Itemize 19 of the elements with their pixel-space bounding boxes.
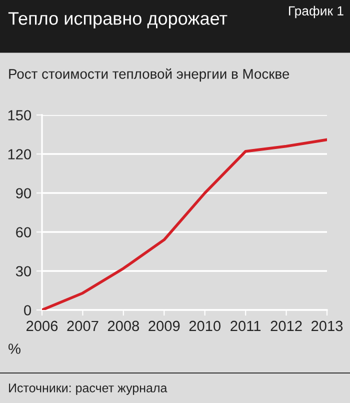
x-tick-label: 2007 [67, 320, 98, 332]
y-axis-title: % [8, 344, 20, 354]
y-tick-label: 30 [16, 266, 32, 276]
y-tick-label: 150 [8, 110, 32, 120]
x-tick-label: 2009 [148, 320, 180, 332]
text: Источники: расчет журнала [9, 384, 168, 395]
x-tick-label: 2008 [108, 320, 140, 332]
x-tick-label: 2012 [270, 320, 302, 332]
x-tick-label: 2013 [312, 320, 343, 332]
chart-subtitle: Рост стоимости тепловой энергии в Москве [9, 68, 290, 82]
y-tick-label: 0 [24, 305, 32, 316]
text: График 1 [289, 6, 344, 18]
x-tick-label: 2011 [230, 320, 261, 332]
chart-title: Тепло исправно дорожает [8, 12, 228, 28]
y-tick-label: 90 [16, 188, 32, 198]
y-tick-label: 60 [16, 227, 32, 238]
x-tick-label: 2006 [26, 320, 58, 332]
y-tick-label: 120 [8, 149, 32, 160]
x-tick-label: 2010 [189, 320, 221, 332]
